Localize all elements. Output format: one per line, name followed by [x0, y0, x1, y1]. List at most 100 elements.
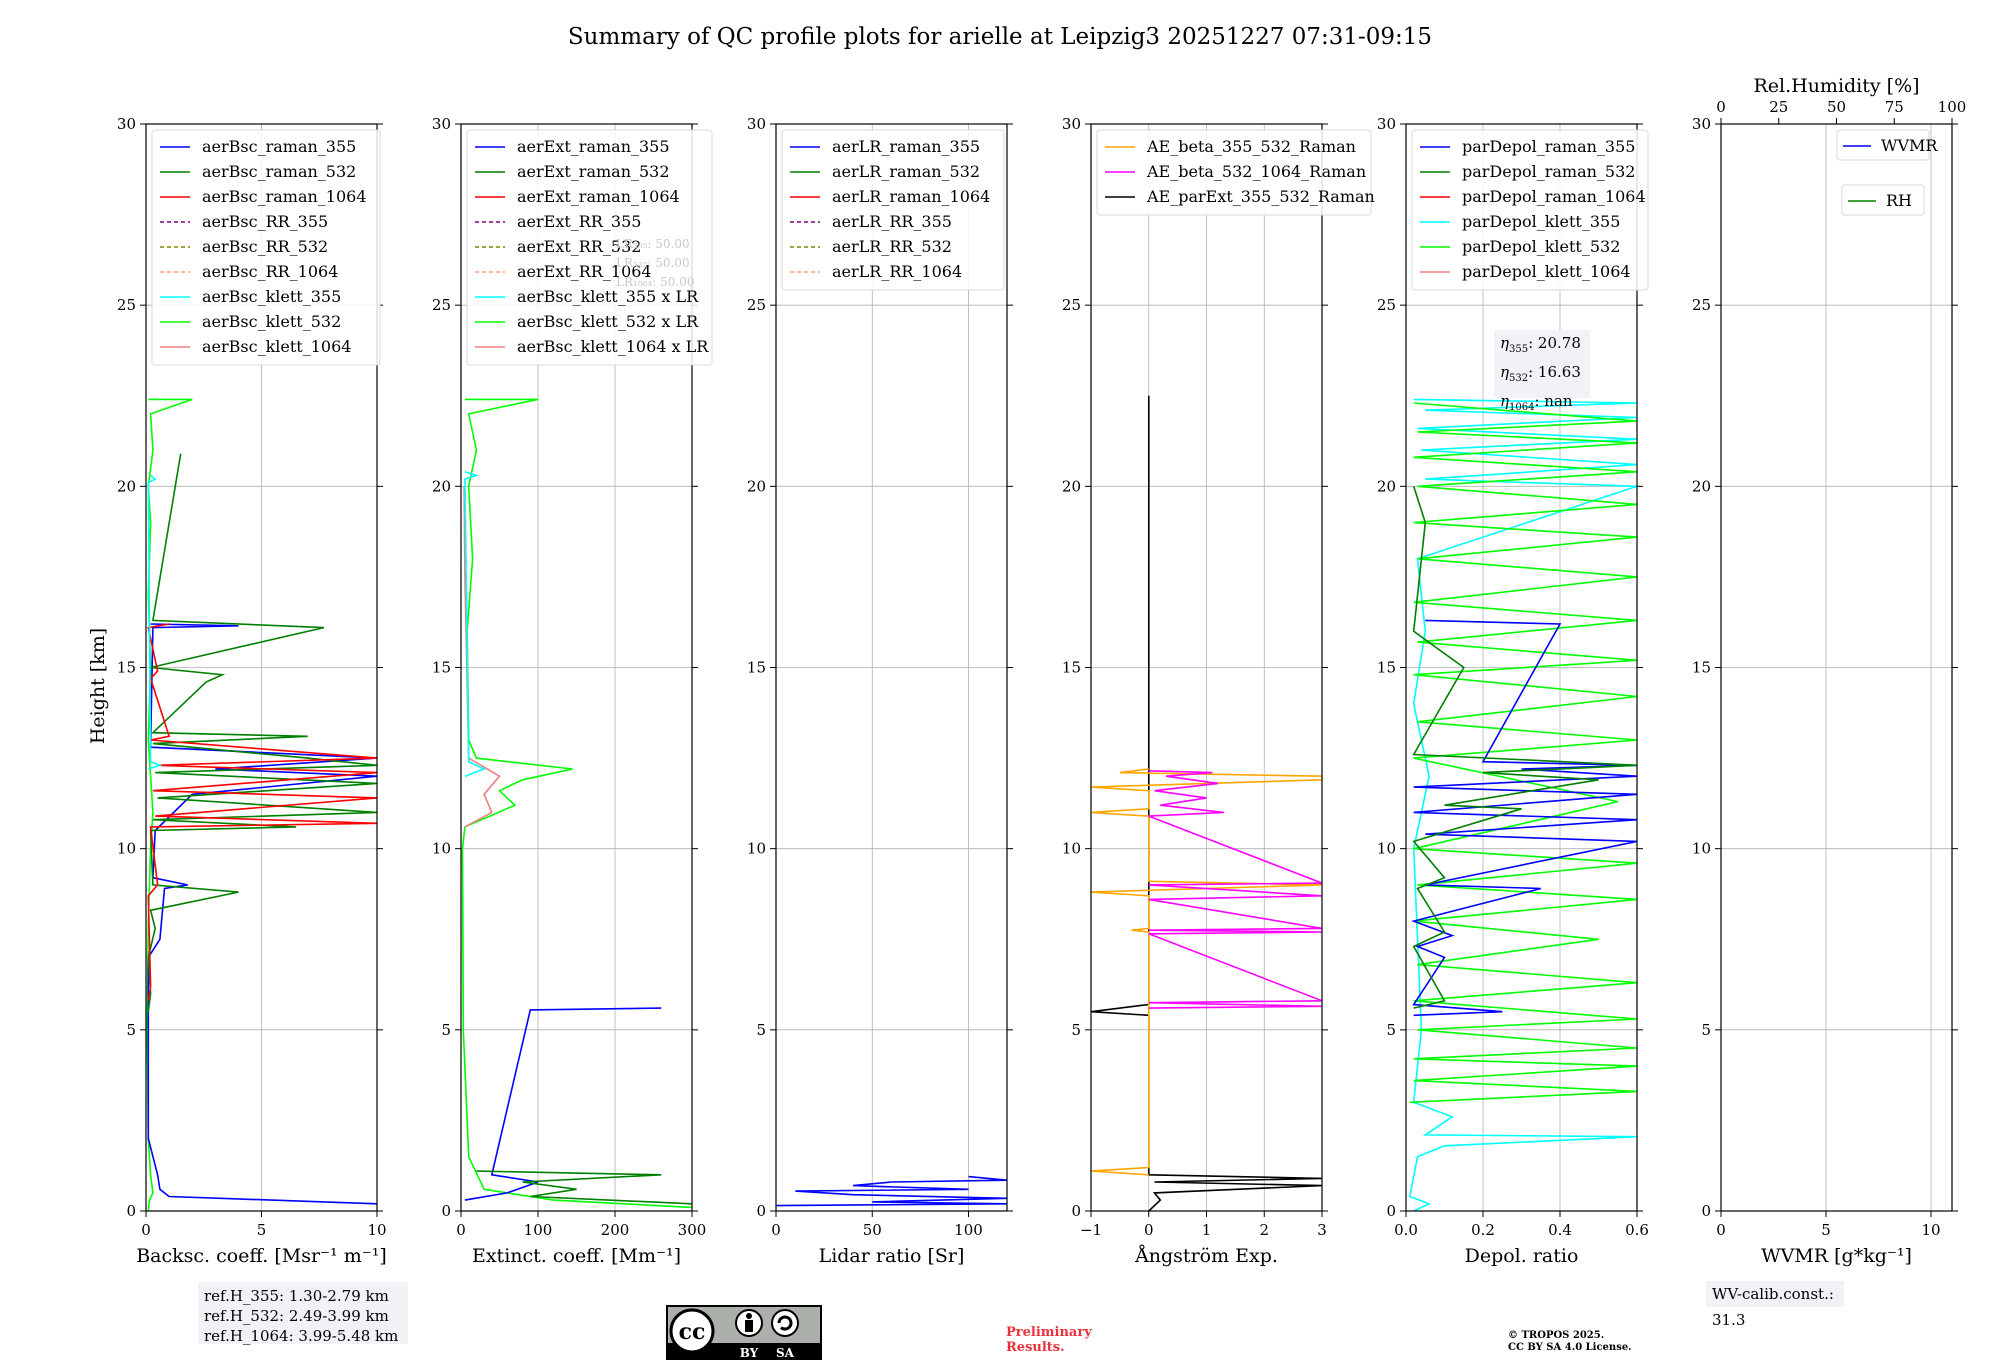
y-tick-label-lidar_ratio: 20 — [747, 477, 766, 495]
y-tick-label-extinction: 10 — [432, 840, 451, 858]
legend-label-aerbsc-rr-532: aerBsc_RR_532 — [202, 237, 328, 256]
x-tick-label-wvmr: 10 — [1921, 1221, 1940, 1239]
x-tick-label-backscatter: 0 — [141, 1221, 151, 1239]
x-tick-label-angstrom: 3 — [1317, 1221, 1327, 1239]
legend-label-aerbsc-klett-1064-x-lr: aerBsc_klett_1064 x LR — [517, 337, 709, 356]
top-axis-label-wvmr: Rel.Humidity [%] — [1753, 75, 1919, 97]
legend-label-ae-parext-355-532-raman: AE_parExt_355_532_Raman — [1146, 187, 1375, 206]
preliminary-line-2: Results. — [1006, 1340, 1065, 1355]
y-tick-label-backscatter: 10 — [117, 840, 136, 858]
series-aerbsc-raman-532 — [147, 453, 377, 1012]
y-tick-label-wvmr: 0 — [1701, 1202, 1711, 1220]
legend-label-aerbsc-raman-355: aerBsc_raman_355 — [202, 137, 356, 156]
y-tick-label-angstrom: 30 — [1062, 115, 1081, 133]
legend-label-pardepol-raman-1064: parDepol_raman_1064 — [1462, 187, 1646, 206]
copyright-line-2: CC BY SA 4.0 License. — [1508, 1342, 1632, 1353]
legend-box-depolarization — [1411, 129, 1649, 291]
y-tick-label-wvmr: 15 — [1692, 659, 1711, 677]
x-tick-label-wvmr: 0 — [1716, 1221, 1726, 1239]
top-tick-label-wvmr: 100 — [1938, 98, 1967, 116]
y-tick-label-backscatter: 25 — [117, 296, 136, 314]
faded-lr-label: LR₅₃₂: 50.00 — [616, 256, 690, 270]
y-tick-label-wvmr: 20 — [1692, 477, 1711, 495]
x-tick-label-depolarization: 0.4 — [1548, 1221, 1572, 1239]
panel-lidar_ratio: 0 50 100 0 5 10 15 20 25 30 Lidar ratio [Sr] aerLR_… — [747, 115, 1013, 1267]
series-group-extinction — [461, 398, 692, 1209]
legend-label-aerbsc-klett-532: aerBsc_klett_532 — [202, 312, 341, 331]
ref-height-1064: ref.H_1064: 3.99-5.48 km — [204, 1327, 399, 1345]
preliminary-line-1: Preliminary — [1006, 1325, 1092, 1340]
y-tick-label-extinction: 5 — [441, 1021, 451, 1039]
y-tick-label-backscatter: 0 — [126, 1202, 136, 1220]
x-tick-label-extinction: 0 — [456, 1221, 466, 1239]
series-aerlr-raman-355 — [776, 1175, 1007, 1207]
y-tick-label-lidar_ratio: 5 — [756, 1021, 766, 1039]
legend-label-aerext-raman-532: aerExt_raman_532 — [517, 162, 670, 181]
x-tick-label-angstrom: 1 — [1202, 1221, 1212, 1239]
series-aerbsc-raman-355 — [147, 623, 377, 1205]
x-axis-label-wvmr: WVMR [g*kg⁻¹] — [1761, 1245, 1912, 1267]
series-aerbsc-klett-1064-x-lr — [463, 486, 501, 828]
series-aerext-raman-355 — [464, 1007, 662, 1201]
legend-label-pardepol-raman-532: parDepol_raman_532 — [1462, 162, 1635, 181]
legend-label-aerbsc-rr-1064: aerBsc_RR_1064 — [202, 262, 338, 281]
series-aerbsc-klett-355 — [147, 474, 163, 770]
series-group-depolarization — [1408, 398, 1637, 1211]
panel-depolarization: 0.0 0.2 0.4 0.6 0 5 10 15 20 25 30 Depol. ratio parD… — [1377, 115, 1649, 1267]
ref-height-532: ref.H_532: 2.49-3.99 km — [204, 1307, 389, 1325]
x-tick-label-extinction: 300 — [678, 1221, 707, 1239]
series-group-backscatter — [146, 398, 377, 1211]
x-tick-label-wvmr: 5 — [1821, 1221, 1831, 1239]
series-pardepol-klett-532 — [1409, 402, 1637, 1104]
legend-label-pardepol-klett-1064: parDepol_klett_1064 — [1462, 262, 1631, 281]
legend-label-aerbsc-rr-355: aerBsc_RR_355 — [202, 212, 328, 231]
y-tick-label-angstrom: 10 — [1062, 840, 1081, 858]
x-tick-label-depolarization: 0.2 — [1471, 1221, 1495, 1239]
y-tick-label-backscatter: 15 — [117, 659, 136, 677]
y-tick-label-backscatter: 30 — [117, 115, 136, 133]
panel-backscatter: 0 5 10 0 5 10 15 20 25 30 Backsc. coeff. [Msr⁻¹ m⁻… — [117, 115, 387, 1267]
y-tick-label-angstrom: 5 — [1071, 1021, 1081, 1039]
x-tick-label-angstrom: 2 — [1259, 1221, 1269, 1239]
legend-box-wvmr — [1836, 129, 1930, 161]
ref-height-355: ref.H_355: 1.30-2.79 km — [204, 1287, 389, 1305]
y-tick-label-lidar_ratio: 25 — [747, 296, 766, 314]
y-tick-label-depolarization: 15 — [1377, 659, 1396, 677]
y-tick-label-angstrom: 25 — [1062, 296, 1081, 314]
x-axis-label-extinction: Extinct. coeff. [Mm⁻¹] — [472, 1245, 681, 1267]
y-tick-label-backscatter: 20 — [117, 477, 136, 495]
y-tick-label-wvmr: 25 — [1692, 296, 1711, 314]
y-tick-label-angstrom: 0 — [1071, 1202, 1081, 1220]
legend-box-lidar_ratio — [781, 129, 1005, 291]
legend-label-aerbsc-klett-355: aerBsc_klett_355 — [202, 287, 341, 306]
y-tick-label-lidar_ratio: 30 — [747, 115, 766, 133]
legend-label-aerlr-rr-532: aerLR_RR_532 — [832, 237, 952, 256]
legend-label-aerbsc-klett-532-x-lr: aerBsc_klett_532 x LR — [517, 312, 699, 331]
y-tick-label-depolarization: 20 — [1377, 477, 1396, 495]
faded-lr-label: LR₁₀₆₄: 50.00 — [616, 275, 694, 289]
series-pardepol-raman-532 — [1412, 486, 1637, 1009]
y-tick-label-depolarization: 5 — [1386, 1021, 1396, 1039]
legend-label-aerbsc-raman-532: aerBsc_raman_532 — [202, 162, 356, 181]
legend-label-aerlr-raman-532: aerLR_raman_532 — [832, 162, 980, 181]
by-label: BY — [740, 1346, 759, 1360]
x-axis-label-lidar_ratio: Lidar ratio [Sr] — [819, 1245, 965, 1267]
legend-label-ae-beta-532-1064-raman: AE_beta_532_1064_Raman — [1146, 162, 1366, 181]
y-tick-label-depolarization: 0 — [1386, 1202, 1396, 1220]
copyright-line-1: © TROPOS 2025. — [1508, 1330, 1605, 1341]
series-ae-parext-355-532-raman — [1091, 395, 1322, 1211]
series-ae-beta-355-532-raman — [1091, 768, 1322, 1176]
cc-license-badge[interactable]: cc BY SA — [666, 1305, 822, 1360]
x-axis-label-depolarization: Depol. ratio — [1465, 1245, 1579, 1267]
legend-label-aerlr-raman-1064: aerLR_raman_1064 — [832, 187, 990, 206]
x-tick-label-lidar_ratio: 100 — [954, 1221, 983, 1239]
x-axis-label-backscatter: Backsc. coeff. [Msr⁻¹ m⁻¹] — [136, 1245, 387, 1267]
eta-532: η532: 16.63 — [1500, 363, 1581, 384]
legend-box-rh — [1841, 184, 1925, 216]
legend-label-aerext-raman-355: aerExt_raman_355 — [517, 137, 670, 156]
legend-label-aerext-rr-355: aerExt_RR_355 — [517, 212, 641, 231]
